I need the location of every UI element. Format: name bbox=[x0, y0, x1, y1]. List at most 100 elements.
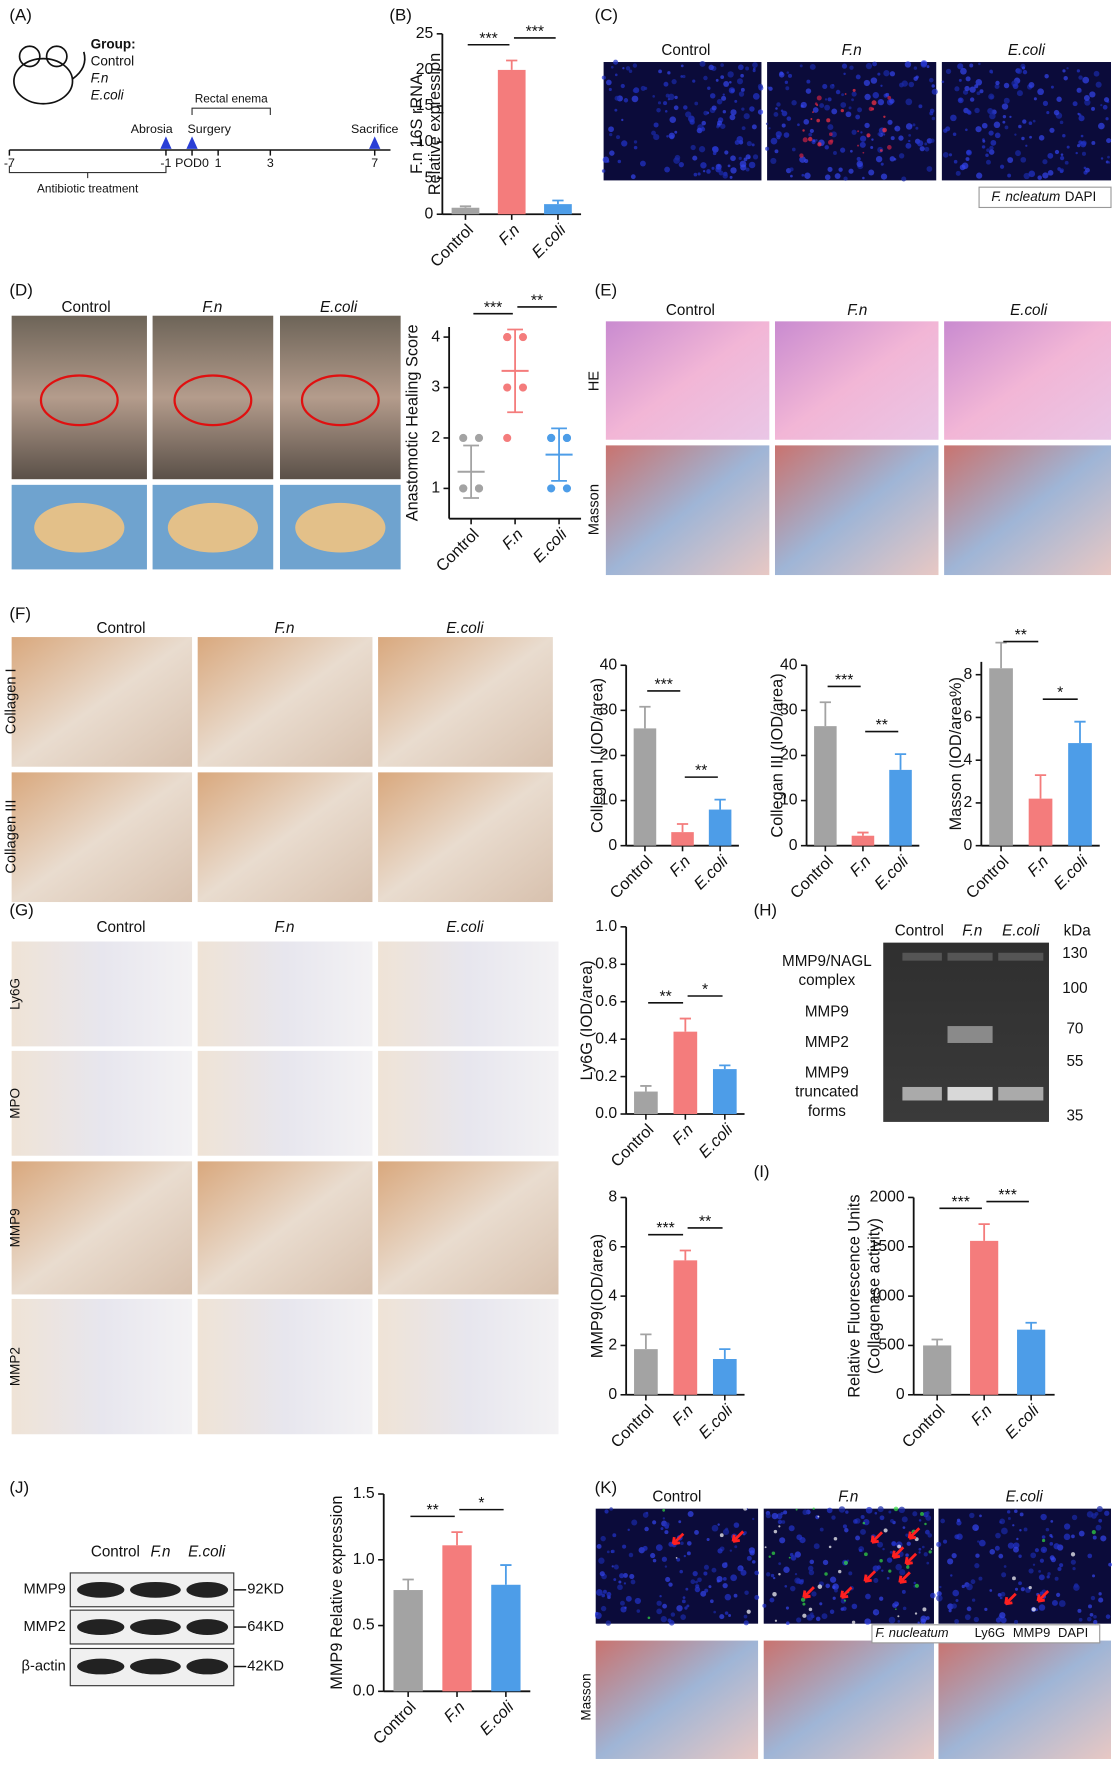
texture bbox=[721, 95, 727, 101]
he-image bbox=[774, 321, 939, 440]
texture bbox=[825, 1583, 831, 1589]
texture bbox=[1103, 97, 1110, 103]
y-axis-label: Collegan I (IOD/area) bbox=[588, 678, 606, 833]
panel-label: (C) bbox=[595, 5, 618, 24]
blot-band bbox=[186, 1658, 229, 1675]
texture bbox=[918, 1519, 922, 1522]
texture bbox=[611, 1549, 615, 1554]
x-tick-label: Control bbox=[607, 1121, 657, 1171]
texture bbox=[623, 1582, 627, 1585]
texture bbox=[875, 1610, 879, 1614]
texture bbox=[683, 105, 688, 110]
texture bbox=[773, 1529, 778, 1534]
texture bbox=[1021, 136, 1025, 141]
column-label: F.n bbox=[274, 620, 294, 637]
texture bbox=[724, 1593, 732, 1601]
texture bbox=[613, 1578, 617, 1581]
column-label: Control bbox=[652, 1488, 701, 1505]
texture bbox=[834, 1588, 838, 1593]
texture bbox=[752, 1517, 755, 1521]
row-label: Collagen III bbox=[4, 800, 20, 874]
texture bbox=[653, 122, 659, 128]
gel-band bbox=[902, 1086, 942, 1101]
y-tick-label: 20 bbox=[600, 747, 618, 764]
masson-image bbox=[763, 1640, 934, 1759]
texture bbox=[757, 109, 764, 115]
texture bbox=[975, 126, 982, 133]
texture bbox=[1087, 1553, 1093, 1559]
texture bbox=[876, 1565, 881, 1570]
texture bbox=[924, 142, 928, 146]
texture bbox=[730, 1574, 738, 1582]
texture bbox=[913, 1581, 916, 1585]
texture bbox=[912, 123, 916, 127]
texture bbox=[994, 84, 1000, 90]
texture bbox=[1039, 1591, 1044, 1596]
texture bbox=[955, 170, 961, 176]
texture bbox=[746, 1609, 751, 1614]
texture bbox=[1077, 1608, 1082, 1613]
texture bbox=[775, 107, 778, 110]
texture bbox=[729, 114, 736, 121]
texture bbox=[659, 1594, 662, 1598]
texture bbox=[824, 145, 829, 150]
texture bbox=[1079, 90, 1082, 93]
texture bbox=[667, 98, 670, 101]
event-marker bbox=[160, 136, 172, 149]
texture bbox=[650, 1552, 656, 1559]
texture bbox=[811, 1591, 817, 1597]
y-tick-label: 40 bbox=[600, 656, 618, 673]
texture bbox=[697, 172, 701, 176]
texture bbox=[711, 166, 715, 170]
texture bbox=[717, 120, 723, 126]
texture bbox=[924, 1529, 930, 1535]
texture bbox=[733, 1593, 738, 1598]
texture bbox=[930, 1548, 933, 1550]
error-bar bbox=[1074, 720, 1086, 744]
texture bbox=[1060, 156, 1065, 161]
texture bbox=[1022, 119, 1027, 124]
x-tick-label: F.n bbox=[499, 525, 527, 553]
event-label: Surgery bbox=[188, 122, 232, 136]
texture bbox=[656, 107, 661, 113]
legend-label: MMP9 bbox=[1013, 1625, 1050, 1640]
y-tick-label: 40 bbox=[780, 656, 798, 673]
y-axis-label: Anastomotic Healing Score bbox=[403, 324, 421, 521]
texture bbox=[751, 143, 755, 147]
texture bbox=[812, 111, 814, 114]
texture bbox=[1059, 120, 1064, 125]
column-label: Control bbox=[91, 1544, 140, 1561]
texture bbox=[844, 93, 847, 95]
blot-band bbox=[77, 1658, 125, 1675]
texture bbox=[612, 1533, 617, 1538]
texture bbox=[1060, 153, 1064, 156]
texture bbox=[647, 1616, 651, 1620]
texture bbox=[843, 176, 848, 181]
texture bbox=[686, 1541, 692, 1546]
significance-label: *** bbox=[479, 30, 497, 47]
texture bbox=[868, 106, 874, 112]
texture bbox=[1072, 101, 1078, 107]
texture bbox=[1066, 145, 1070, 149]
texture bbox=[713, 1610, 717, 1614]
y-tick-label: 1000 bbox=[870, 1287, 905, 1304]
texture bbox=[620, 83, 625, 89]
texture bbox=[958, 78, 962, 82]
texture bbox=[1001, 1572, 1007, 1578]
texture bbox=[906, 1541, 911, 1546]
texture bbox=[1049, 1555, 1055, 1561]
texture bbox=[908, 81, 915, 88]
texture bbox=[1083, 166, 1087, 170]
arrow bbox=[863, 1570, 877, 1583]
texture bbox=[988, 130, 994, 136]
highlight-circle bbox=[173, 374, 253, 427]
texture bbox=[886, 1576, 890, 1580]
error-bar bbox=[639, 705, 651, 729]
texture bbox=[634, 1597, 642, 1605]
data-point bbox=[503, 433, 512, 443]
texture bbox=[888, 1510, 892, 1514]
band-label: complex bbox=[799, 972, 856, 989]
timeline-tick-label: -1 bbox=[160, 156, 171, 170]
texture bbox=[880, 84, 883, 87]
